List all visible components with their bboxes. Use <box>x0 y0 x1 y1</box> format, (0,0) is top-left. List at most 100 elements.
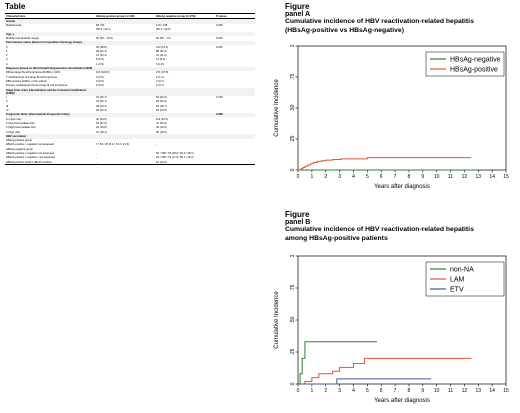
legend-label: LAM <box>450 277 465 284</box>
x-tick-label: 1 <box>310 174 313 180</box>
table-cell: Stage (Ann Arbor Classification and the … <box>5 88 95 96</box>
table-cell <box>155 40 215 46</box>
table-cell: 52 (18.7) <box>156 104 167 108</box>
table-cell <box>95 134 155 139</box>
table-cell: 21 (18.1) <box>96 130 107 134</box>
table-cell: 66 / 50 <box>96 24 105 28</box>
table-section-row: HBV serostatus <box>5 134 255 139</box>
table-cell: 271 (97.5) <box>156 71 169 75</box>
x-tick-label: 3 <box>338 174 341 180</box>
table-row: HBsAg-positive group <box>5 139 255 143</box>
table-section-row: Age, y <box>5 32 255 37</box>
y-tick-label: 0 <box>290 168 296 171</box>
characteristics-table: Characteristics HBsAg-positive group (n=1… <box>5 12 255 166</box>
figure-a-panel: panel A <box>285 11 311 18</box>
table-cell <box>215 40 255 46</box>
table-cell <box>155 112 215 118</box>
table-cell <box>215 18 255 24</box>
figure-b-panel: panel B <box>285 219 311 226</box>
table-cell <box>95 88 155 96</box>
figure-b-title-line2: among HBsAg-positive patients <box>285 234 388 242</box>
x-tick-label: 12 <box>462 388 468 394</box>
table-row: HBcAb-positive / negative / not assessed… <box>5 156 255 160</box>
table-cell: 64 (23.0) <box>155 160 215 166</box>
x-tick-label: 4 <box>352 174 355 180</box>
x-axis-label: Years after diagnosis <box>374 184 430 190</box>
table-cell: 0 (0.0) <box>96 75 104 79</box>
table-cell: Prognostic factor (International Prognos… <box>5 112 95 118</box>
y-tick-label: .50 <box>290 316 296 323</box>
table-row: IV 26 (22.4) 69 (24.8) <box>5 109 255 113</box>
table-cell <box>95 32 155 37</box>
series-line-non-na <box>298 341 378 385</box>
table-row: HBsAg-negative group <box>5 147 255 151</box>
table-cell: HBsAb-positive / negative/ not assessed <box>6 143 55 147</box>
legend-label: HBsAg-negative <box>450 57 501 64</box>
x-tick-label: 8 <box>408 174 411 180</box>
table-cell: 60 (50 – 70.5) <box>96 36 113 40</box>
table-row: 0-1 (low risk) 40 (34.5) 112 (40.3) <box>5 117 255 121</box>
table-cell: 46 (16.6) <box>156 126 167 130</box>
table-cell: 50 (18.0) <box>156 130 167 134</box>
table-cell: 116 (100.0) <box>96 71 110 75</box>
table-cell: 66 (56 – 74) <box>156 36 171 40</box>
table-cell: 140 / 138 <box>156 24 168 28</box>
table-cell: 31 (11.2) <box>156 54 167 58</box>
table-cell: 0.051 <box>216 45 223 49</box>
x-tick-label: 11 <box>448 388 453 394</box>
y-axis-label: Cumulative Incidence <box>274 291 280 349</box>
table-row: 1 48 (41.4) 88 (31.6) <box>5 49 255 53</box>
table-cell: 14 (5.0) <box>156 58 166 62</box>
figure-b-word: Figure <box>285 210 310 219</box>
table-cell: IV <box>6 109 9 113</box>
x-tick-label: 5 <box>366 388 369 394</box>
table-cell: 49 / 158 / 73 (17.6 / 56.1 / 26.2) <box>156 156 194 160</box>
x-tick-label: 10 <box>434 388 440 394</box>
x-tick-label: 8 <box>408 388 411 394</box>
table-cell <box>215 134 255 139</box>
x-tick-label: 14 <box>489 388 495 394</box>
table-cell: Performance status (Eastern Cooperative … <box>5 40 95 46</box>
table-cell: 3 <box>6 58 8 62</box>
table-cell <box>95 112 155 118</box>
table-row: I 31 (26.7) 63 (22.3) 0.753 <box>5 96 255 100</box>
table-cell: 88 (31.6) <box>156 49 167 53</box>
x-tick-label: 13 <box>475 388 481 394</box>
legend-label: non-NA <box>450 267 474 274</box>
table-cell: Diagnosis (based on World Health Organiz… <box>5 66 95 71</box>
x-tick-label: 15 <box>503 174 509 180</box>
table-cell: 95 (34.2) <box>156 100 167 104</box>
table-row: 3 (high-intermediate risk) 23 (19.8) 46 (1… <box>5 126 255 130</box>
figure-b-title-line1: Cumulative incidence of HBV reactivation… <box>285 226 474 233</box>
series-line-hbsag-positive <box>298 157 472 171</box>
table-cell: 0.003 <box>216 36 223 40</box>
table-cell: 26 (22.4) <box>96 109 107 113</box>
table-cell: HBV serostatus <box>5 134 95 139</box>
x-tick-label: 6 <box>380 388 383 394</box>
table-row: II 31 (26.7) 95 (34.2) <box>5 100 255 104</box>
table-cell: HBsAb-positive / negative/ not assessed <box>6 152 55 155</box>
table-cell: 31 (26.7) <box>96 100 107 104</box>
table-cell: 0.753 <box>216 96 223 100</box>
x-tick-label: 2 <box>324 174 327 180</box>
table-cell: Gender <box>5 18 95 24</box>
table-row: 2 14 (12.1) 31 (11.2) <box>5 54 255 58</box>
table-cell: 31 (26.7) <box>96 96 107 100</box>
table-row: Male/Female 66 / 50 140 / 138 0.269 <box>5 24 255 28</box>
x-tick-label: 5 <box>366 174 369 180</box>
table-row: Primary mediastinal (thymic) large B-cel… <box>5 84 255 88</box>
table-section-row: Prognostic factor (International Prognos… <box>5 112 255 118</box>
table-cell: 45 (38.8) <box>96 45 107 49</box>
table-cell: HBsAg-positive group <box>6 139 32 143</box>
figure-a-title-line2: (HBsAg-positive vs HBsAg-negative) <box>285 26 404 34</box>
table-cell: 0 <box>6 45 8 49</box>
table-row: HBsAb-positive / negative/ not assessed -… <box>5 152 255 156</box>
figure-a-header: Figure panel A Cumulative incidence of H… <box>285 2 517 35</box>
table-cell: 2 <box>6 54 8 58</box>
series-line-lam <box>298 357 472 385</box>
table-cell: 0 (0.0) <box>96 84 104 88</box>
table-section-row: Gender <box>5 18 255 24</box>
table-cell: 4 <box>6 62 8 66</box>
table-cell: 7 / 84 / 25 (6.4 / 72.4 / 21.6) <box>96 143 130 147</box>
table-cell: 32 (27.6) <box>96 121 107 125</box>
